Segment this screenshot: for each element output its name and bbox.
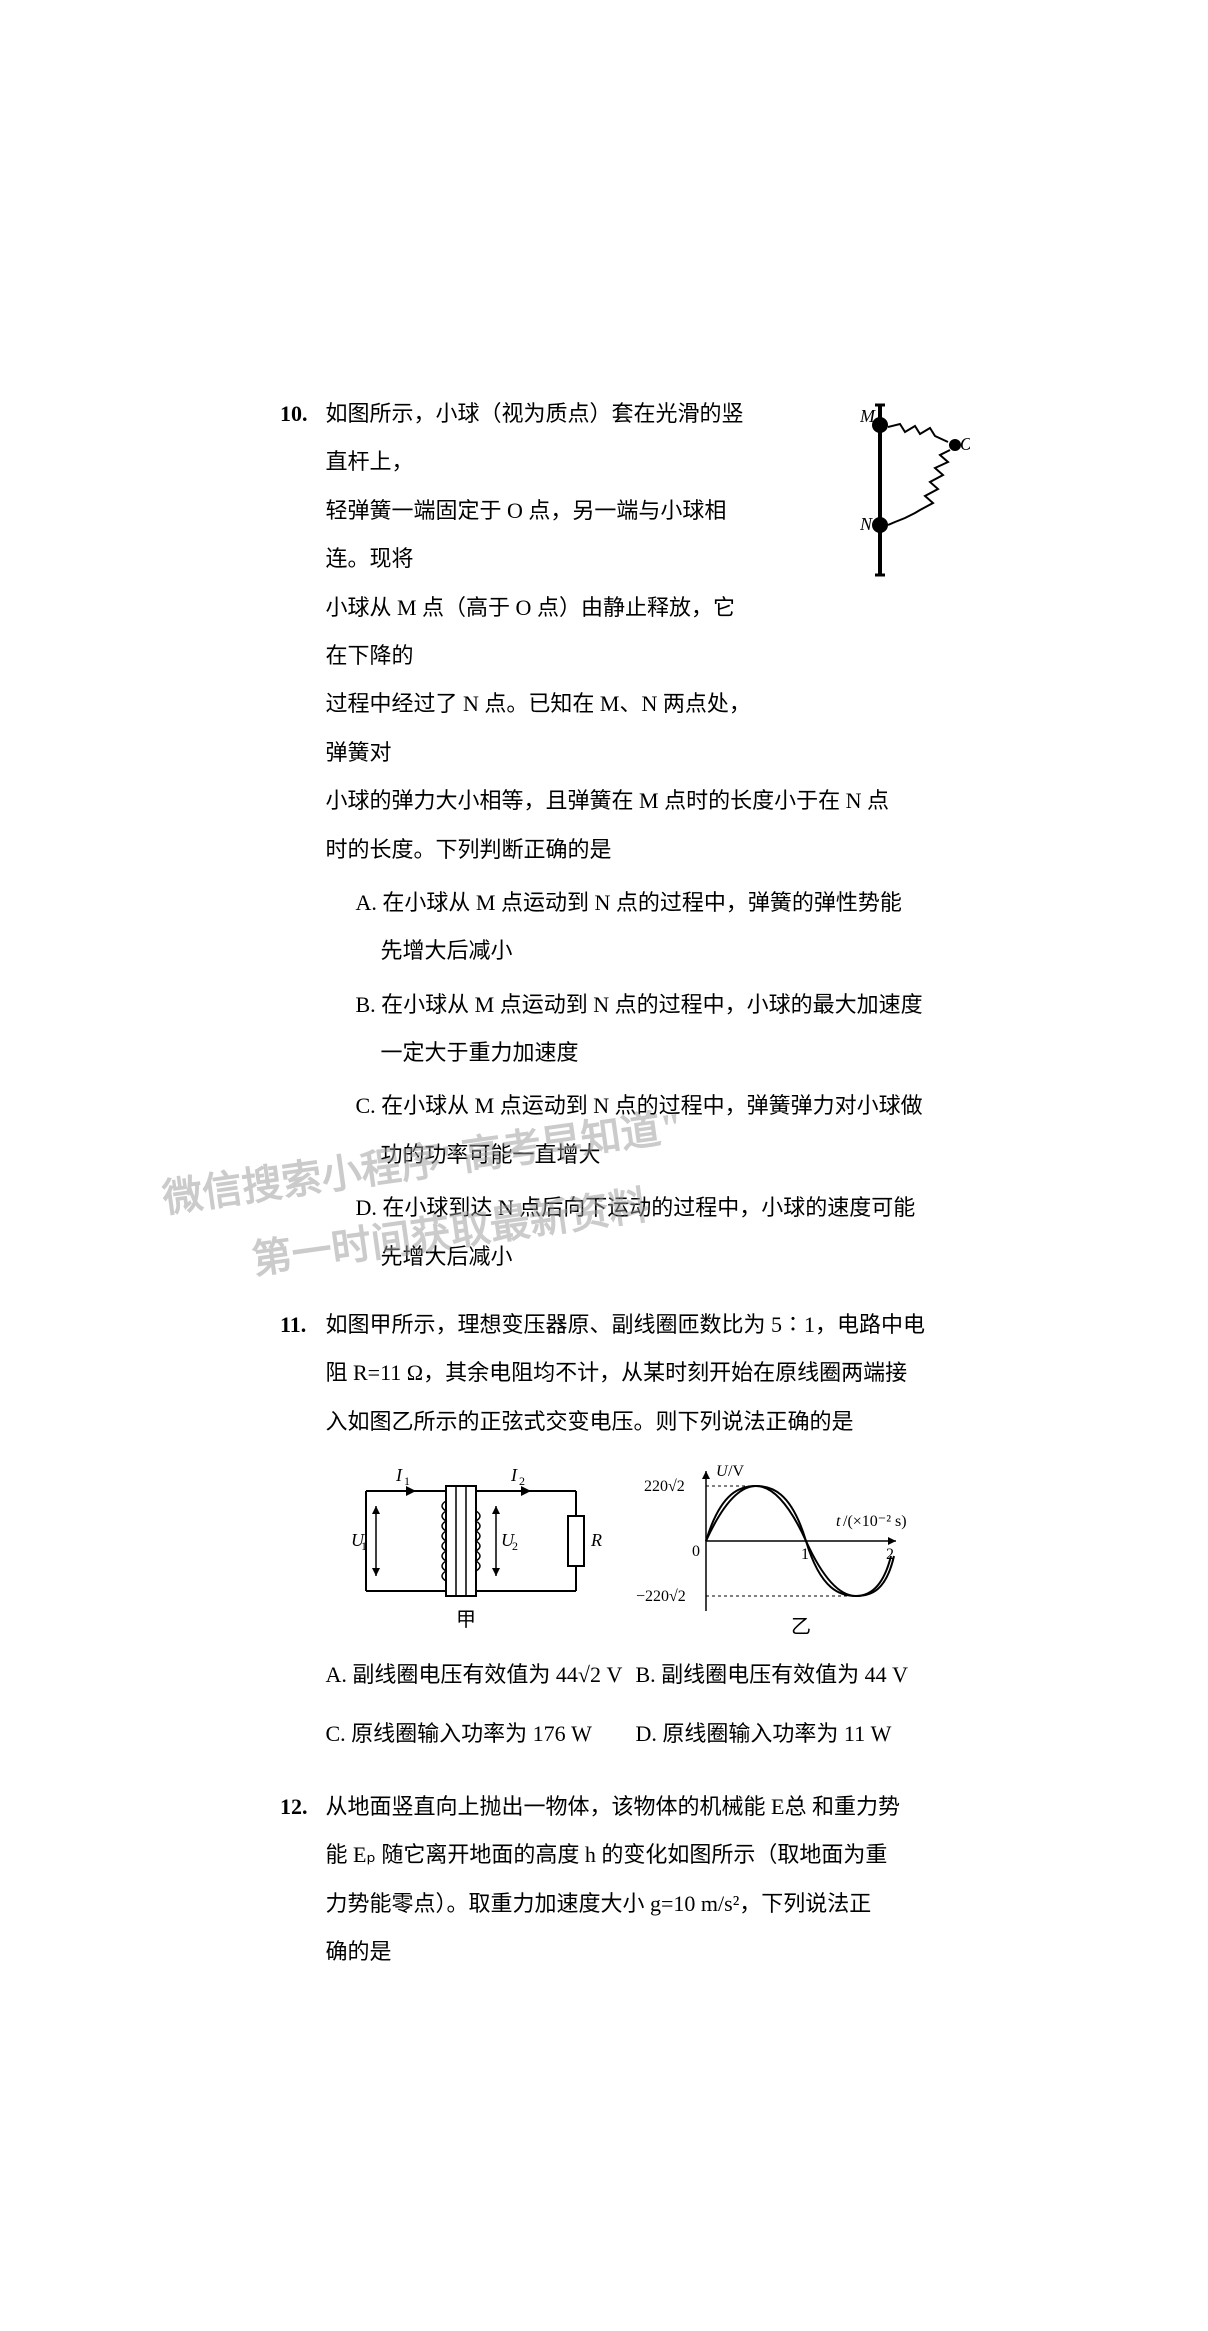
exam-content: M O N 10. 如图所示，小球（视为质点）套在光滑的竖直杆上， 轻弹簧一端固… bbox=[280, 390, 960, 1977]
svg-text:R: R bbox=[590, 1530, 602, 1550]
q11-body: 如图甲所示，理想变压器原、副线圈匝数比为 5∶1，电路中电 阻 R=11 Ω，其… bbox=[326, 1301, 946, 1758]
q10-stem5: 小球的弹力大小相等，且弹簧在 M 点时的长度小于在 N 点 bbox=[326, 777, 946, 825]
q12-stem2: 能 Eₚ 随它离开地面的高度 h 的变化如图所示（取地面为重 bbox=[326, 1831, 946, 1879]
q11-opts-row1: A. 副线圈电压有效值为 44√2 V B. 副线圈电压有效值为 44 V bbox=[326, 1651, 946, 1699]
transformer-diagram: I 1 U 1 bbox=[346, 1461, 606, 1641]
q10-optB1: B. 在小球从 M 点运动到 N 点的过程中，小球的最大加速度 bbox=[326, 981, 946, 1029]
q12-stem3: 力势能零点）。取重力加速度大小 g=10 m/s²，下列说法正 bbox=[326, 1880, 946, 1928]
svg-text:2: 2 bbox=[519, 1474, 525, 1488]
q10-stem2: 轻弹簧一端固定于 O 点，另一端与小球相连。现将 bbox=[326, 487, 756, 584]
q11-diagrams: I 1 U 1 bbox=[326, 1461, 946, 1641]
q11-optA: A. 副线圈电压有效值为 44√2 V bbox=[326, 1651, 636, 1699]
svg-text:2: 2 bbox=[512, 1539, 518, 1553]
svg-text:1: 1 bbox=[801, 1546, 809, 1563]
q10-optA2: 先增大后减小 bbox=[326, 927, 946, 975]
q10-optC2: 功的功率可能一直增大 bbox=[326, 1131, 946, 1179]
svg-text:/(×10⁻² s): /(×10⁻² s) bbox=[843, 1513, 907, 1530]
svg-text:−220√2: −220√2 bbox=[636, 1588, 686, 1605]
svg-text:1: 1 bbox=[361, 1539, 367, 1553]
svg-text:/V: /V bbox=[728, 1463, 744, 1480]
q10-optA1: A. 在小球从 M 点运动到 N 点的过程中，弹簧的弹性势能 bbox=[326, 879, 946, 927]
q11-optB: B. 副线圈电压有效值为 44 V bbox=[636, 1651, 946, 1699]
q12-stem1: 从地面竖直向上抛出一物体，该物体的机械能 E总 和重力势 bbox=[326, 1783, 946, 1831]
svg-text:0: 0 bbox=[692, 1543, 700, 1560]
q11-stem2: 阻 R=11 Ω，其余电阻均不计，从某时刻开始在原线圈两端接 bbox=[326, 1349, 946, 1397]
q10-optC1: C. 在小球从 M 点运动到 N 点的过程中，弹簧弹力对小球做 bbox=[326, 1082, 946, 1130]
q10-optD1: D. 在小球到达 N 点后向下运动的过程中，小球的速度可能 bbox=[326, 1184, 946, 1232]
q10-optB2: 一定大于重力加速度 bbox=[326, 1029, 946, 1077]
svg-text:2: 2 bbox=[886, 1546, 894, 1563]
q11-optD: D. 原线圈输入功率为 11 W bbox=[636, 1710, 946, 1758]
q11-number: 11. bbox=[280, 1301, 320, 1349]
q11-stem3: 入如图乙所示的正弦式交变电压。则下列说法正确的是 bbox=[326, 1398, 946, 1446]
question-10: M O N 10. 如图所示，小球（视为质点）套在光滑的竖直杆上， 轻弹簧一端固… bbox=[280, 390, 960, 1281]
q10-optD2: 先增大后减小 bbox=[326, 1233, 946, 1281]
q10-stem6: 时的长度。下列判断正确的是 bbox=[326, 826, 946, 874]
svg-text:220√2: 220√2 bbox=[644, 1478, 685, 1495]
question-11: 11. 如图甲所示，理想变压器原、副线圈匝数比为 5∶1，电路中电 阻 R=11… bbox=[280, 1301, 960, 1758]
svg-text:1: 1 bbox=[404, 1474, 410, 1488]
svg-text:t: t bbox=[836, 1513, 841, 1530]
q10-stem1: 如图所示，小球（视为质点）套在光滑的竖直杆上， bbox=[326, 390, 756, 487]
q12-stem4: 确的是 bbox=[326, 1928, 946, 1976]
svg-text:I: I bbox=[510, 1465, 518, 1485]
svg-text:I: I bbox=[395, 1465, 403, 1485]
svg-text:M: M bbox=[860, 406, 876, 426]
q10-body: 如图所示，小球（视为质点）套在光滑的竖直杆上， 轻弹簧一端固定于 O 点，另一端… bbox=[326, 390, 946, 1281]
q10-stem3: 小球从 M 点（高于 O 点）由静止释放，它在下降的 bbox=[326, 584, 756, 681]
sine-diagram: U/V 220√2 −220√2 0 1 2 t/(×10⁻² s) 乙 bbox=[636, 1461, 916, 1641]
svg-text:甲: 甲 bbox=[456, 1609, 476, 1631]
q10-number: 10. bbox=[280, 390, 320, 438]
q12-number: 12. bbox=[280, 1783, 320, 1831]
q11-optC: C. 原线圈输入功率为 176 W bbox=[326, 1710, 636, 1758]
q12-body: 从地面竖直向上抛出一物体，该物体的机械能 E总 和重力势 能 Eₚ 随它离开地面… bbox=[326, 1783, 946, 1977]
svg-text:N: N bbox=[860, 514, 873, 534]
spring-diagram: M O N bbox=[860, 400, 970, 580]
q11-stem1: 如图甲所示，理想变压器原、副线圈匝数比为 5∶1，电路中电 bbox=[326, 1301, 946, 1349]
svg-text:O: O bbox=[960, 434, 970, 454]
q11-opts-row2: C. 原线圈输入功率为 176 W D. 原线圈输入功率为 11 W bbox=[326, 1710, 946, 1758]
svg-text:乙: 乙 bbox=[791, 1616, 811, 1638]
question-12: 12. 从地面竖直向上抛出一物体，该物体的机械能 E总 和重力势 能 Eₚ 随它… bbox=[280, 1783, 960, 1977]
q10-stem4: 过程中经过了 N 点。已知在 M、N 两点处，弹簧对 bbox=[326, 680, 756, 777]
